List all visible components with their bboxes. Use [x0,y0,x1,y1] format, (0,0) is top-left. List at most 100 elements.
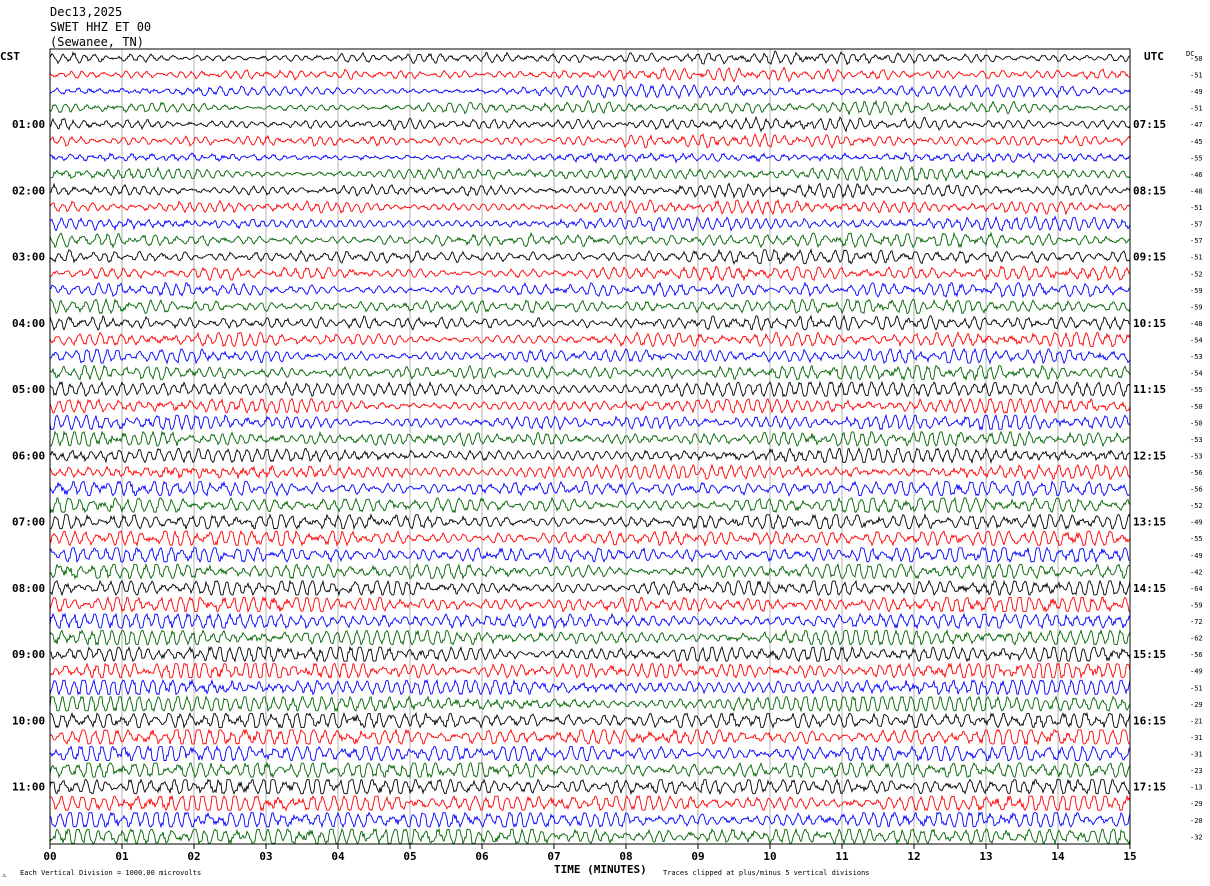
right-hour-labels: 07:15 08:15 09:15 10:15 11:15 12:15 13:15 14:15… [1133,118,1166,793]
seismic-traces [49,50,1131,846]
trace-row [49,529,1131,547]
trace-row [49,231,1131,249]
utc-hour-label: 17:15 [1133,781,1166,794]
dc-offset-value: -52 [1190,502,1203,510]
trace-row [49,66,1131,83]
trace-row [49,678,1131,696]
dc-offset-value: -20 [1190,817,1203,825]
dc-offset-value: -23 [1190,767,1203,775]
trace-row [49,447,1131,465]
dc-offset-value: -53 [1190,452,1203,460]
plot-frame [49,48,1131,845]
dc-offset-value: -13 [1190,784,1203,792]
trace-row [49,83,1131,100]
dc-offset-value: -52 [1190,270,1203,278]
dc-offset-value: -62 [1190,635,1203,643]
dc-offset-value: -56 [1190,469,1203,477]
cst-hour-label: 11:00 [12,781,45,794]
trace-row [49,628,1131,646]
utc-hour-label: 14:15 [1133,582,1166,595]
dc-offset-value: -53 [1190,353,1203,361]
cst-hour-label: 07:00 [12,516,45,529]
dc-offset-value: -50 [1190,403,1203,411]
dc-offset-value: -51 [1190,72,1203,80]
dc-offset-value: -59 [1190,601,1203,609]
trace-row [49,265,1131,282]
record-date: Dec13,2025 [50,5,122,19]
x-tick-label: 09 [691,850,704,863]
trace-row [49,711,1131,730]
x-tick-label: 02 [187,850,200,863]
trace-row [49,198,1131,216]
dc-offset-value: -51 [1190,105,1203,113]
trace-row [49,281,1131,299]
dc-offset-value: -21 [1190,717,1203,725]
utc-hour-label: 13:15 [1133,516,1166,529]
utc-hour-label: 09:15 [1133,251,1166,264]
trace-row [49,364,1131,382]
trace-row [49,314,1131,331]
dc-offset-value: -48 [1190,320,1203,328]
utc-hour-label: 16:15 [1133,714,1166,727]
x-tick-label: 13 [979,850,992,863]
x-tick-label: 15 [1123,850,1136,863]
x-tick-label: 03 [259,850,272,863]
cst-hour-label: 06:00 [12,449,45,462]
x-tick-label: 12 [907,850,920,863]
dc-offset-value: -55 [1190,154,1203,162]
trace-row [49,794,1131,812]
dc-offset-value: -49 [1190,88,1203,96]
trace-row [49,380,1131,398]
utc-hour-label: 12:15 [1133,449,1166,462]
trace-row [49,331,1131,348]
trace-row [49,562,1131,581]
cst-hour-label: 08:00 [12,582,45,595]
dc-offset-value: -53 [1190,436,1203,444]
trace-row [49,661,1131,679]
trace-row [49,695,1131,713]
cst-hour-label: 04:00 [12,317,45,330]
cst-hour-label: 10:00 [12,714,45,727]
trace-row [49,165,1131,183]
right-timezone-label: UTC [1144,50,1164,63]
x-tick-label: 01 [115,850,129,863]
trace-row [49,579,1131,597]
dc-offset-value: -72 [1190,618,1203,626]
x-axis-label: TIME (MINUTES) [554,863,647,876]
trace-row [49,778,1131,796]
trace-row [49,99,1131,116]
dc-offset-value: -50 [1190,419,1203,427]
x-tick-labels: 00 01 02 03 04 05 06 07 08 09 10 11 12 13 14 15 [43,844,1137,863]
dc-offset-value: -51 [1190,254,1203,262]
trace-row [49,744,1131,763]
dc-offset-value: -57 [1190,221,1203,229]
dc-offset-value: -46 [1190,171,1203,179]
dc-offset-value: -55 [1190,535,1203,543]
trace-row [49,612,1131,630]
dc-offset-value: -47 [1190,121,1203,129]
x-tick-label: 06 [475,850,489,863]
x-tick-label: 08 [619,850,632,863]
trace-row [49,479,1131,498]
dc-offset-value: -32 [1190,833,1203,841]
x-tick-label: 14 [1051,850,1065,863]
dc-offset-value: -54 [1190,337,1203,345]
x-tick-label: 07 [547,850,560,863]
utc-hour-label: 10:15 [1133,317,1166,330]
dc-offset-value: -56 [1190,651,1203,659]
trace-row [49,132,1131,149]
trace-row [49,496,1131,514]
trace-row [50,513,1131,531]
dc-offset-value: -55 [1190,386,1203,394]
dc-offset-value: -29 [1190,701,1203,709]
clip-note: Traces clipped at plus/minus 5 vertical … [663,869,870,877]
dc-offset-value: -57 [1190,237,1203,245]
utc-hour-label: 11:15 [1133,383,1166,396]
x-tick-label: 05 [403,850,416,863]
dc-offset-value: -42 [1190,568,1203,576]
trace-row [49,430,1131,448]
left-timezone-label: CST [0,50,20,63]
station-code: SWET HHZ ET 00 [50,20,151,34]
dc-offset-value: -49 [1190,668,1203,676]
dc-offset-header: DC [1186,50,1194,58]
